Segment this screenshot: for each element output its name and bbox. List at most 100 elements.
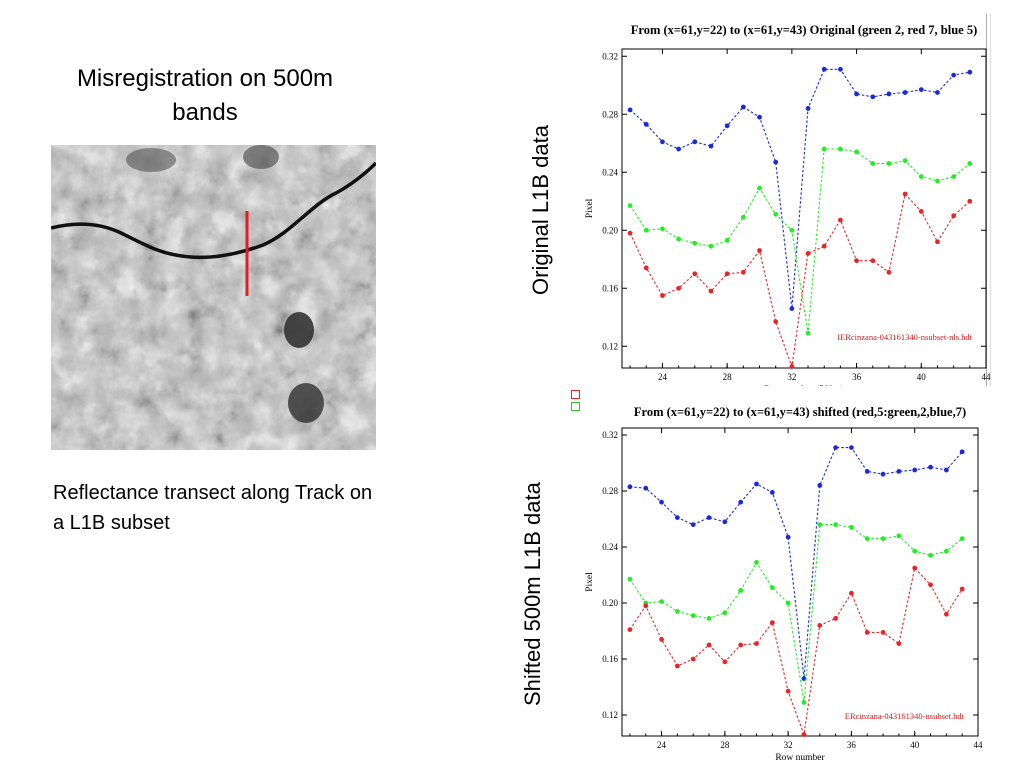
data-point-blue bbox=[674, 515, 680, 520]
data-point-red bbox=[738, 642, 744, 648]
data-point-red bbox=[627, 230, 633, 236]
data-point-red bbox=[740, 269, 746, 275]
data-point-blue bbox=[902, 90, 908, 95]
data-point-green bbox=[773, 211, 779, 217]
x-axis-label: Row number bbox=[775, 753, 825, 763]
data-point-green bbox=[690, 613, 696, 618]
data-point-green bbox=[724, 238, 730, 243]
data-point-green bbox=[692, 240, 698, 246]
series-line-green bbox=[629, 148, 971, 334]
data-point-blue bbox=[706, 515, 712, 520]
data-point-red bbox=[769, 620, 775, 625]
data-point-green bbox=[643, 227, 649, 233]
data-point-red bbox=[785, 688, 791, 694]
data-point-green bbox=[757, 185, 762, 191]
y-tick-label: 0.28 bbox=[602, 109, 618, 119]
data-point-red bbox=[849, 590, 854, 596]
data-point-red bbox=[754, 641, 759, 646]
data-point-red bbox=[773, 319, 779, 324]
data-point-blue bbox=[935, 90, 940, 95]
data-point-green bbox=[880, 536, 886, 541]
data-point-red bbox=[706, 642, 712, 648]
data-point-blue bbox=[833, 445, 838, 450]
data-point-green bbox=[959, 536, 965, 541]
data-point-blue bbox=[692, 139, 698, 145]
y-tick-label: 0.32 bbox=[602, 430, 618, 440]
data-point-green bbox=[706, 616, 712, 621]
data-point-red bbox=[918, 209, 924, 214]
data-point-blue bbox=[722, 519, 728, 525]
data-point-blue bbox=[724, 123, 730, 129]
data-point-blue bbox=[660, 139, 665, 145]
data-point-blue bbox=[801, 676, 807, 681]
data-point-blue bbox=[643, 485, 649, 491]
data-point-red bbox=[951, 213, 957, 219]
data-point-green bbox=[676, 236, 682, 242]
data-point-green bbox=[864, 536, 870, 541]
data-point-green bbox=[674, 609, 680, 614]
x-tick-label: 40 bbox=[910, 740, 920, 750]
series-line-blue bbox=[629, 68, 970, 309]
y-tick-label: 0.24 bbox=[602, 542, 618, 552]
data-point-red bbox=[659, 637, 664, 642]
data-point-blue bbox=[627, 107, 633, 113]
data-point-red bbox=[833, 616, 838, 621]
data-point-red bbox=[928, 582, 933, 588]
data-point-green bbox=[821, 146, 827, 152]
y-tick-label: 0.32 bbox=[602, 51, 618, 61]
data-point-red bbox=[896, 641, 902, 646]
data-point-red bbox=[967, 198, 973, 204]
series-line-red bbox=[629, 566, 963, 735]
chart-title: From (x=61,y=22) to (x=61,y=43) shifted … bbox=[634, 405, 966, 419]
data-point-green bbox=[870, 161, 876, 166]
data-point-red bbox=[886, 269, 892, 275]
x-tick-label: 28 bbox=[723, 372, 733, 382]
data-point-blue bbox=[912, 467, 918, 473]
data-point-blue bbox=[880, 471, 886, 477]
data-point-red bbox=[959, 586, 965, 592]
data-point-green bbox=[935, 178, 940, 184]
data-point-green bbox=[738, 588, 744, 593]
y-axis-label: Pixel bbox=[585, 198, 595, 218]
x-tick-label: 36 bbox=[847, 740, 857, 750]
chart-shifted: From (x=61,y=22) to (x=61,y=43) shifted … bbox=[585, 405, 982, 763]
data-point-green bbox=[951, 174, 957, 180]
data-point-blue bbox=[754, 481, 759, 487]
data-point-blue bbox=[785, 534, 791, 540]
plot-frame bbox=[621, 427, 979, 737]
data-point-red bbox=[870, 258, 876, 264]
data-point-green bbox=[769, 585, 775, 590]
data-point-blue bbox=[659, 499, 664, 505]
series-line-red bbox=[629, 192, 971, 367]
data-point-blue bbox=[959, 449, 965, 455]
data-point-blue bbox=[864, 469, 870, 474]
data-point-red bbox=[817, 623, 823, 628]
legend-marks bbox=[571, 390, 583, 412]
data-point-green bbox=[789, 227, 795, 233]
data-point-green bbox=[722, 610, 728, 616]
y-tick-label: 0.16 bbox=[602, 654, 618, 664]
data-point-blue bbox=[951, 72, 957, 78]
data-point-red bbox=[789, 364, 795, 369]
data-point-blue bbox=[967, 69, 973, 75]
data-point-blue bbox=[817, 483, 823, 488]
data-point-blue bbox=[886, 91, 892, 97]
data-point-blue bbox=[690, 522, 696, 527]
satellite-image bbox=[51, 145, 376, 450]
data-point-blue bbox=[854, 91, 859, 97]
data-point-blue bbox=[821, 66, 827, 72]
side-label-shifted: Shifted 500m L1B data bbox=[520, 482, 545, 706]
y-tick-label: 0.20 bbox=[602, 598, 618, 608]
data-point-blue bbox=[627, 484, 633, 490]
data-point-red bbox=[690, 656, 696, 662]
x-tick-label: 44 bbox=[982, 372, 991, 382]
data-point-blue bbox=[676, 146, 682, 152]
data-point-red bbox=[801, 732, 807, 737]
data-point-red bbox=[838, 217, 843, 223]
data-point-red bbox=[724, 271, 730, 277]
data-point-blue bbox=[708, 143, 714, 149]
data-point-blue bbox=[773, 159, 779, 165]
plot-frame bbox=[621, 48, 987, 369]
data-point-green bbox=[659, 599, 664, 604]
data-point-green bbox=[660, 226, 665, 232]
